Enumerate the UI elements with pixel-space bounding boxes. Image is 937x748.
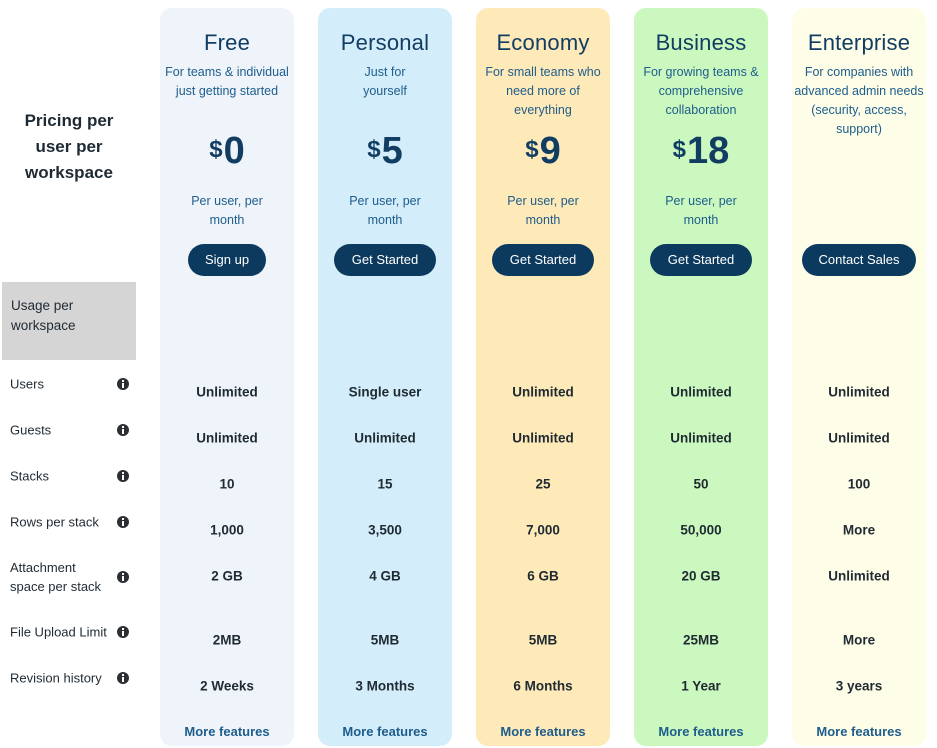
value-guests: Unlimited bbox=[196, 430, 258, 446]
value-file-upload-limit: 2MB bbox=[212, 632, 242, 648]
value-file-upload-limit: 5MB bbox=[370, 632, 400, 648]
price-unit: Per user, per month bbox=[349, 194, 421, 227]
plan-price: $0 bbox=[160, 130, 294, 173]
value-users: Unlimited bbox=[512, 384, 574, 400]
value-rows-per-stack: 3,500 bbox=[368, 522, 402, 538]
value-stacks: 10 bbox=[219, 476, 235, 492]
price-amount: 9 bbox=[539, 130, 561, 172]
value-revision-history: 2 Weeks bbox=[200, 678, 254, 694]
row-label-rows-per-stack: Rows per stack bbox=[10, 514, 99, 530]
currency-symbol: $ bbox=[367, 136, 381, 163]
contact-sales-button[interactable]: Contact Sales bbox=[802, 244, 916, 276]
value-rows-per-stack: 1,000 bbox=[210, 522, 244, 538]
plan-description: For growing teams & comprehensive collab… bbox=[643, 65, 759, 117]
currency-symbol: $ bbox=[525, 136, 539, 163]
value-users: Unlimited bbox=[828, 384, 890, 400]
more-features-link[interactable]: More features bbox=[500, 724, 586, 739]
info-circle-icon[interactable] bbox=[117, 516, 129, 528]
plan-column-economy: Economy For small teams who need more of… bbox=[476, 8, 610, 746]
value-attachment-space: 20 GB bbox=[681, 568, 721, 584]
value-guests: Unlimited bbox=[828, 430, 890, 446]
price-unit: Per user, per month bbox=[191, 194, 263, 227]
row-label-file-upload-limit: File Upload Limit bbox=[10, 624, 107, 640]
value-guests: Unlimited bbox=[512, 430, 574, 446]
price-amount: 5 bbox=[381, 130, 403, 172]
value-users: Single user bbox=[348, 384, 422, 400]
value-attachment-space: 6 GB bbox=[527, 568, 559, 584]
usage-section-label: Usage per workspace bbox=[11, 298, 76, 333]
value-attachment-space: 2 GB bbox=[211, 568, 243, 584]
plan-description: For small teams who need more of everyth… bbox=[485, 65, 601, 117]
row-label-stacks: Stacks bbox=[10, 468, 50, 484]
sign-up-button[interactable]: Sign up bbox=[188, 244, 266, 276]
row-label-attachment-space: Attachment space per stack bbox=[10, 560, 102, 594]
value-revision-history: 6 Months bbox=[513, 678, 573, 694]
value-file-upload-limit: 5MB bbox=[528, 632, 558, 648]
get-started-button[interactable]: Get Started bbox=[334, 244, 436, 276]
pricing-heading: Pricing per user per workspace bbox=[24, 111, 114, 182]
plan-name: Free bbox=[203, 30, 251, 55]
info-circle-icon[interactable] bbox=[117, 378, 129, 390]
value-revision-history: 1 Year bbox=[681, 678, 721, 694]
plan-column-free: Free For teams & individual just getting… bbox=[160, 8, 294, 746]
value-users: Unlimited bbox=[196, 384, 258, 400]
usage-section-header: Usage per workspace bbox=[2, 282, 136, 360]
value-guests: Unlimited bbox=[354, 430, 416, 446]
plan-name: Business bbox=[655, 30, 747, 55]
more-features-link[interactable]: More features bbox=[184, 724, 270, 739]
info-circle-icon[interactable] bbox=[117, 626, 129, 638]
row-label-guests: Guests bbox=[10, 422, 52, 438]
info-circle-icon[interactable] bbox=[117, 571, 129, 583]
value-file-upload-limit: 25MB bbox=[682, 632, 719, 648]
value-rows-per-stack: 50,000 bbox=[680, 522, 722, 538]
price-unit: Per user, per month bbox=[665, 194, 737, 227]
currency-symbol: $ bbox=[672, 136, 687, 163]
value-attachment-space: Unlimited bbox=[828, 568, 890, 584]
plan-description: For teams & individual just getting star… bbox=[165, 65, 289, 98]
row-label-users: Users bbox=[10, 376, 44, 392]
price-amount: 0 bbox=[223, 130, 245, 172]
value-attachment-space: 4 GB bbox=[369, 568, 401, 584]
plan-name: Enterprise bbox=[807, 30, 911, 55]
plan-column-personal: Personal Just for yourself $5 Per user, … bbox=[318, 8, 452, 746]
price-amount: 18 bbox=[687, 130, 730, 172]
value-users: Unlimited bbox=[670, 384, 732, 400]
get-started-button[interactable]: Get Started bbox=[650, 244, 752, 276]
plan-column-business: Business For growing teams & comprehensi… bbox=[634, 8, 768, 746]
plan-price: $18 bbox=[634, 130, 768, 173]
value-stacks: 25 bbox=[535, 476, 551, 492]
plan-description: For companies with advanced admin needs … bbox=[794, 65, 924, 136]
more-features-link[interactable]: More features bbox=[658, 724, 744, 739]
value-stacks: 100 bbox=[847, 476, 871, 492]
value-revision-history: 3 years bbox=[835, 678, 883, 694]
value-stacks: 15 bbox=[377, 476, 393, 492]
value-stacks: 50 bbox=[693, 476, 709, 492]
plan-name: Economy bbox=[496, 30, 590, 55]
info-circle-icon[interactable] bbox=[117, 470, 129, 482]
value-rows-per-stack: More bbox=[842, 522, 876, 538]
value-rows-per-stack: 7,000 bbox=[526, 522, 560, 538]
info-circle-icon[interactable] bbox=[117, 672, 129, 684]
plan-price: $5 bbox=[318, 130, 452, 173]
row-label-revision-history: Revision history bbox=[10, 670, 102, 686]
more-features-link[interactable]: More features bbox=[342, 724, 428, 739]
plan-price: $9 bbox=[476, 130, 610, 173]
currency-symbol: $ bbox=[209, 136, 223, 163]
value-revision-history: 3 Months bbox=[355, 678, 415, 694]
plan-name: Personal bbox=[340, 30, 430, 55]
plan-column-enterprise: Enterprise For companies with advanced a… bbox=[792, 8, 926, 746]
value-file-upload-limit: More bbox=[842, 632, 876, 648]
more-features-link[interactable]: More features bbox=[816, 724, 902, 739]
info-circle-icon[interactable] bbox=[117, 424, 129, 436]
price-unit: Per user, per month bbox=[507, 194, 579, 227]
value-guests: Unlimited bbox=[670, 430, 732, 446]
plan-description: Just for yourself bbox=[363, 65, 407, 98]
get-started-button[interactable]: Get Started bbox=[492, 244, 594, 276]
